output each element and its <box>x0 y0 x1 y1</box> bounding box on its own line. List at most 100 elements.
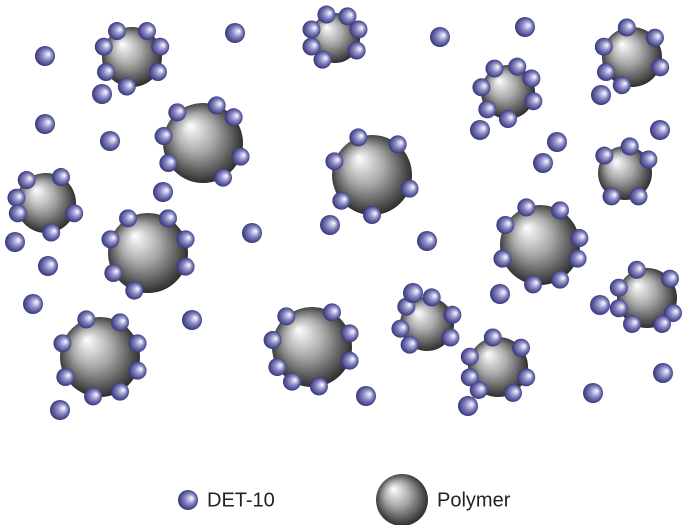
det-particle <box>417 231 437 251</box>
det-particle <box>400 179 419 198</box>
legend: DET-10 Polymer <box>178 474 511 525</box>
det-particle <box>493 249 512 268</box>
det-particle <box>653 363 673 383</box>
det-particle <box>151 37 170 56</box>
det-particle <box>302 20 321 39</box>
det-particle <box>485 59 504 78</box>
det-particle <box>363 206 381 224</box>
det-particle <box>283 372 301 391</box>
det-particle <box>117 77 136 96</box>
polymer-sphere <box>602 27 662 87</box>
det-particle <box>517 368 536 387</box>
det-particle <box>84 387 103 406</box>
det-particle <box>56 368 75 386</box>
det-particle <box>533 153 553 173</box>
det-particle <box>403 283 423 303</box>
det-particle <box>125 281 144 300</box>
det-particle <box>660 269 679 288</box>
det-particle <box>595 146 614 165</box>
det-particle <box>609 278 628 297</box>
det-particle <box>504 383 522 402</box>
det-particle <box>340 324 359 343</box>
det-particle <box>639 150 658 169</box>
polymer-sphere <box>310 13 360 63</box>
det-particle <box>551 201 569 220</box>
det-particle <box>214 168 232 187</box>
det-particle <box>168 103 187 122</box>
det-particle <box>472 78 491 97</box>
det-particle <box>663 304 682 322</box>
det-particle <box>612 76 631 95</box>
legend-det-icon <box>178 490 198 510</box>
det-particle <box>460 347 479 366</box>
det-particle <box>313 50 332 69</box>
det-particle <box>92 84 112 104</box>
det-particle <box>182 310 202 330</box>
det-particle <box>119 209 137 228</box>
det-particle <box>470 120 490 140</box>
det-particle <box>645 28 664 47</box>
det-particle <box>400 335 419 354</box>
det-particle <box>65 204 84 223</box>
det-particle <box>349 20 368 39</box>
det-particle <box>138 22 156 41</box>
det-particle <box>511 338 530 357</box>
det-particle <box>597 63 616 81</box>
det-particle <box>225 23 245 43</box>
det-particle <box>460 368 479 387</box>
det-particle <box>650 120 670 140</box>
det-particle <box>551 270 569 289</box>
det-particle <box>42 223 61 242</box>
det-particle <box>653 314 671 333</box>
det-particle <box>594 37 613 56</box>
det-particle <box>627 260 646 279</box>
particles <box>5 5 682 420</box>
det-particle <box>524 275 543 294</box>
det-particle <box>104 264 123 282</box>
det-particle <box>602 187 621 206</box>
det-particle <box>547 132 567 152</box>
det-particle <box>263 331 282 350</box>
det-particle <box>94 37 113 56</box>
det-particle <box>224 108 243 127</box>
polymer-sphere <box>108 213 188 293</box>
det-particle <box>583 383 603 403</box>
det-particle <box>5 232 25 252</box>
det-particle <box>617 18 636 37</box>
det-particle <box>430 27 450 47</box>
det-particle <box>609 299 628 318</box>
det-particle <box>441 328 460 347</box>
det-particle <box>101 230 120 249</box>
det-particle <box>570 229 589 248</box>
det-particle <box>231 147 250 166</box>
det-particle <box>332 191 351 210</box>
det-particle <box>148 63 167 81</box>
det-particle <box>317 5 336 24</box>
det-particle <box>153 182 173 202</box>
det-particle <box>128 361 147 380</box>
det-particle <box>651 58 670 77</box>
det-particle <box>242 223 262 243</box>
det-particle <box>309 377 328 396</box>
legend-label: DET-10 <box>207 489 275 511</box>
polymer-sphere <box>332 135 412 215</box>
det-particle <box>568 249 587 268</box>
det-particle <box>323 303 341 322</box>
det-particle <box>100 131 120 151</box>
det-particle <box>356 386 376 406</box>
polymer-sphere <box>500 205 580 285</box>
det-particle <box>629 187 648 206</box>
det-particle <box>128 334 147 353</box>
det-particle <box>77 310 96 329</box>
det-particle <box>338 7 357 26</box>
det-particle <box>496 216 515 234</box>
det-particle <box>159 209 177 228</box>
det-particle <box>111 382 129 401</box>
det-particle <box>325 152 344 171</box>
det-particle <box>53 334 72 353</box>
det-particle <box>515 17 535 37</box>
polymer-sphere <box>60 317 140 397</box>
det-particle <box>277 307 296 326</box>
det-particle <box>347 41 366 60</box>
